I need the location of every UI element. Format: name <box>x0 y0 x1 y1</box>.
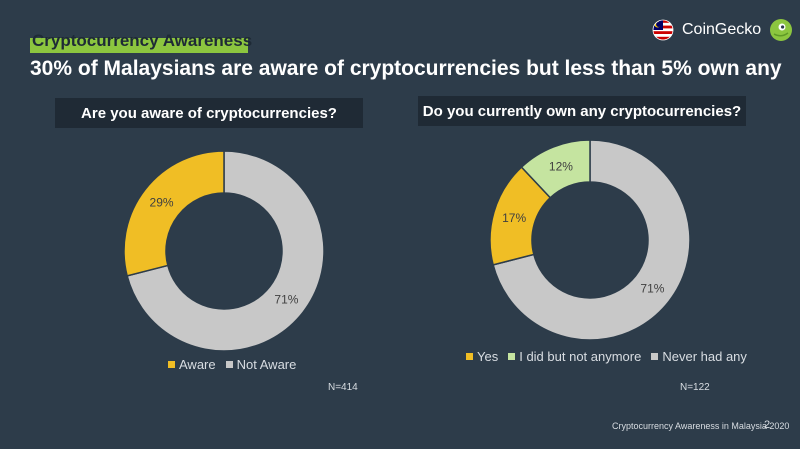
legend-swatch-aware <box>168 361 175 368</box>
legend-item-not-aware: Not Aware <box>225 357 297 372</box>
slice-i-did-but-not-anymore <box>520 139 591 199</box>
section-label-highlight <box>30 38 248 53</box>
value-label-i-did-but-not-anymore: 12% <box>549 160 573 174</box>
legend-ownership: Yes I did but not anymore Never had any <box>466 349 747 364</box>
footer-text: Cryptocurrency Awareness in Malaysia 202… <box>612 421 790 431</box>
slice-never-had-any <box>492 139 691 341</box>
gecko-logo-icon <box>770 19 793 41</box>
legend-label-not-aware: Not Aware <box>236 357 297 372</box>
question-box-awareness: Are you aware of cryptocurrencies? <box>55 98 363 128</box>
page-number: 2 <box>764 419 771 431</box>
legend-label-yes: Yes <box>477 349 499 364</box>
value-label-never-had-any: 71% <box>640 281 664 295</box>
malaysia-flag-icon <box>652 19 674 41</box>
page-headline: 30% of Malaysians are aware of cryptocur… <box>30 57 782 80</box>
brand: CoinGecko <box>652 18 793 42</box>
legend-swatch-did-not-anymore <box>508 353 516 360</box>
donut-chart-ownership: 71% 17% 12% <box>489 139 691 341</box>
sample-size-awareness: N=414 <box>328 382 358 393</box>
slice-aware <box>123 150 225 277</box>
legend-item-never-had: Never had any <box>651 349 747 364</box>
legend-swatch-not-aware <box>225 361 233 368</box>
sample-size-ownership: N=122 <box>680 382 710 393</box>
legend-swatch-never-had <box>651 353 659 360</box>
legend-awareness: Aware Not Aware <box>168 357 296 372</box>
section-label: Cryptocurrency Awareness <box>32 31 253 50</box>
legend-item-yes: Yes <box>466 349 498 364</box>
value-label-aware: 29% <box>150 196 174 210</box>
value-label-not-aware: 71% <box>274 292 298 306</box>
slice-not-aware <box>126 150 325 352</box>
legend-label-aware: Aware <box>179 357 216 372</box>
legend-label-never-had: Never had any <box>662 349 747 364</box>
legend-swatch-yes <box>466 353 473 360</box>
value-label-yes: 17% <box>502 211 526 225</box>
donut-chart-awareness: 71% 29% <box>123 150 325 352</box>
legend-label-did-not-anymore: I did but not anymore <box>519 349 642 364</box>
legend-item-aware: Aware <box>168 357 216 372</box>
brand-name: CoinGecko <box>682 21 762 38</box>
question-box-ownership: Do you currently own any cryptocurrencie… <box>418 96 746 126</box>
legend-item-did-not-anymore: I did but not anymore <box>508 349 641 364</box>
